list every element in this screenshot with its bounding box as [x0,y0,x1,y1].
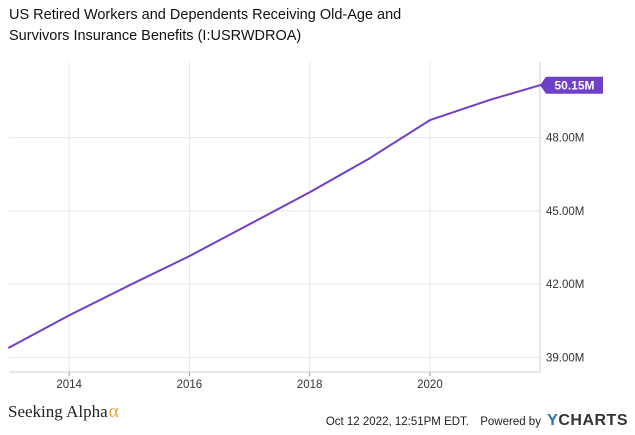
ycharts-logo-y: Y [547,412,559,429]
y-tick-label: 39.00M [546,352,584,364]
axes [9,62,541,376]
powered-by-text: Powered by [480,416,541,428]
x-tick-label: 2020 [417,379,443,391]
y-tick-label: 48.00M [546,133,584,145]
footer-attribution: Oct 12 2022, 12:51PM EDT. Powered by YCH… [326,412,628,430]
alpha-symbol: α [108,401,119,422]
timestamp: Oct 12 2022, 12:51PM EDT. [325,416,470,428]
brand-text: Seeking Alpha [8,402,108,421]
series-group [8,84,541,349]
gridlines [9,62,540,372]
x-tick-label: 2014 [56,379,82,391]
x-tick-label: 2018 [297,379,323,391]
last-value-label: 50.15M [554,79,594,93]
last-value-label-group: 50.15M [540,76,603,94]
ycharts-logo-text: CHARTS [558,412,628,429]
seeking-alpha-logo: Seeking Alphaα [8,401,119,423]
plot-area [9,62,540,372]
series-line [8,84,541,349]
tick-labels: 39.00M 42.00M 45.00M 48.00M 2014 2016 2018 2020 [56,133,584,391]
x-tick-label: 2016 [177,379,203,391]
ycharts-logo: YCHARTS [547,412,628,429]
y-tick-label: 45.00M [546,206,584,218]
chart-title: US Retired Workers and Dependents Receiv… [9,7,402,44]
last-value-flag [540,76,603,94]
y-tick-label: 42.00M [546,279,584,291]
